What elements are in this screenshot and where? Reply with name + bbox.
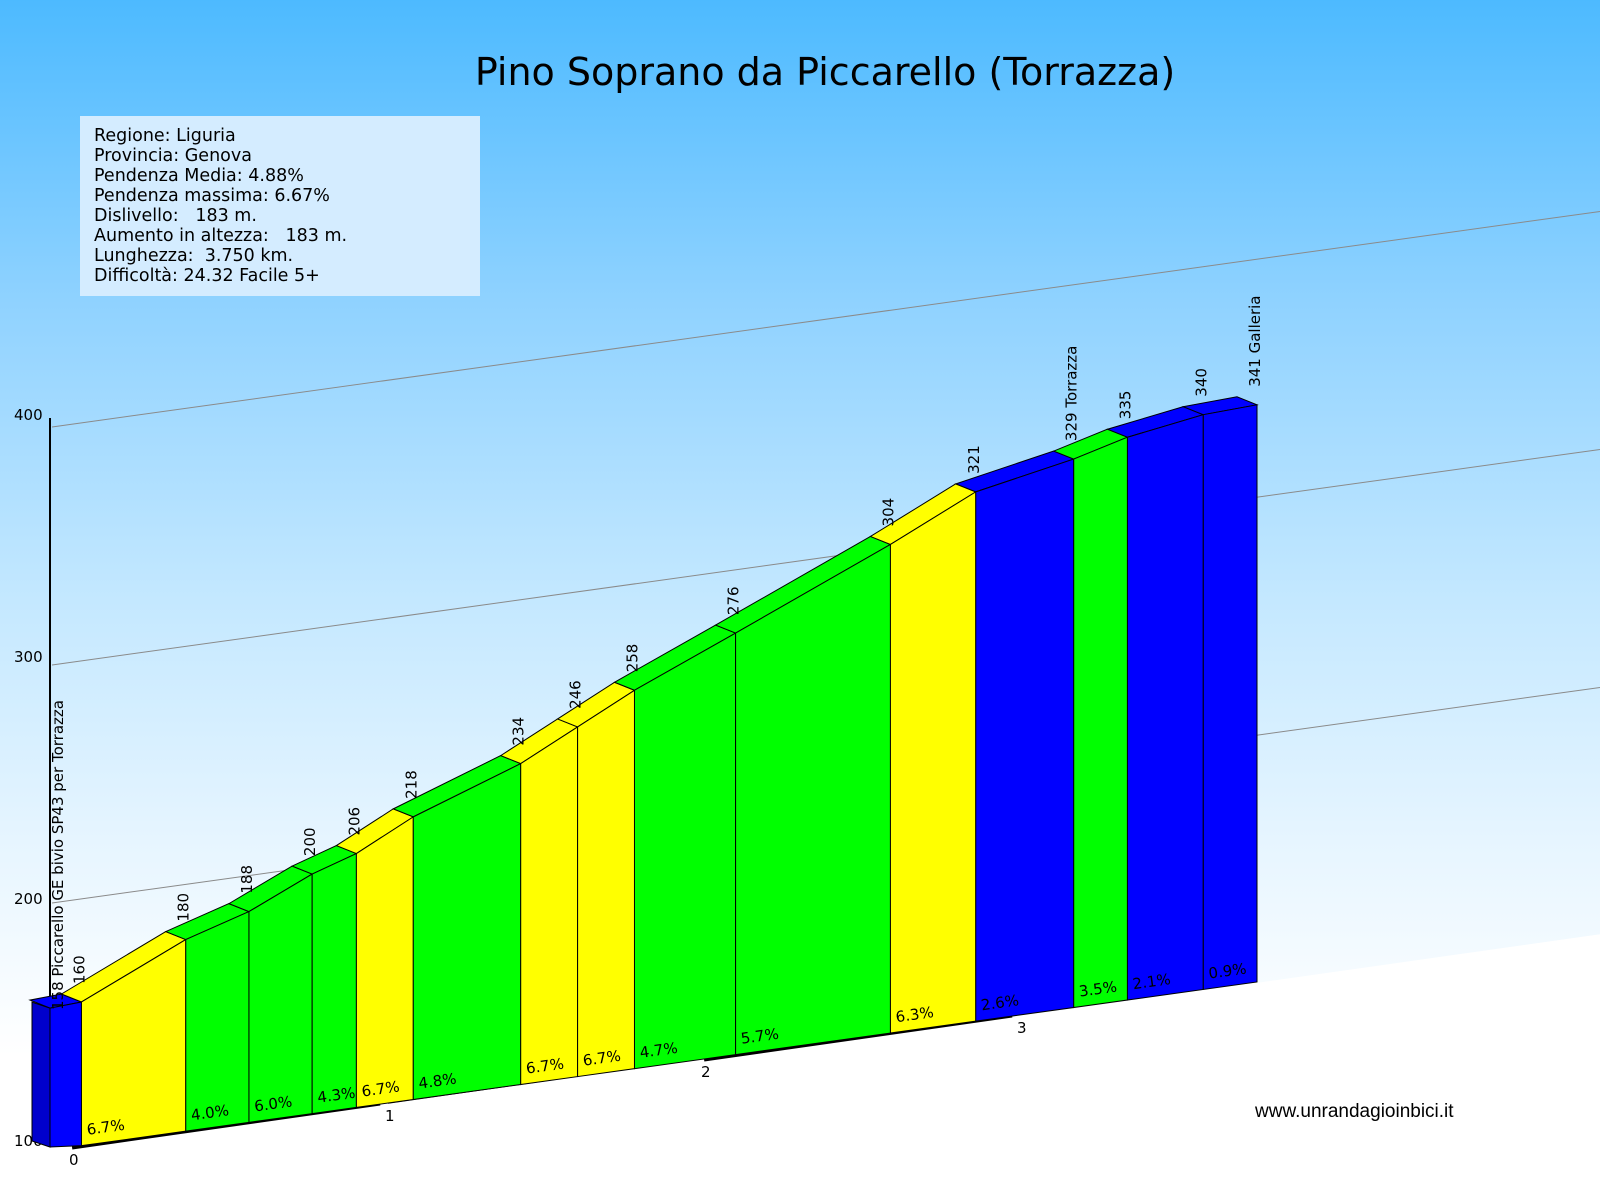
x-tick-label-1: 1: [385, 1107, 395, 1125]
elevation-label-8: 258: [623, 644, 641, 673]
info-elevation-gain: Aumento in altezza: 183 m.: [94, 226, 348, 246]
segment-front-face-6: [412, 762, 522, 1101]
elevation-label-14: 340: [1192, 368, 1210, 397]
segment-front-face-5: [355, 815, 414, 1108]
segment-front-face-15: [1202, 404, 1258, 991]
elevation-label-9: 276: [725, 586, 743, 615]
x-tick-label-3: 3: [1017, 1019, 1027, 1037]
segment-front-face-10: [735, 543, 891, 1056]
elevation-label-4: 206: [345, 807, 363, 836]
info-average-grade: Pendenza Media: 4.88%: [94, 166, 304, 186]
info-elevation-difference: Dislivello: 183 m.: [94, 206, 257, 226]
elevation-label-0: 160: [70, 955, 88, 984]
y-tick-label-200: 200: [14, 890, 43, 908]
elevation-label-10: 304: [879, 498, 897, 527]
climb-info-box: Regione: Liguria Provincia: Genova Pende…: [80, 116, 480, 296]
grade-label-8: 6.7%: [582, 1047, 622, 1070]
grade-label-13: 3.5%: [1078, 978, 1118, 1001]
segment-front-face-14: [1126, 414, 1204, 1001]
grade-label-14: 2.1%: [1132, 970, 1172, 993]
elevation-label-15: 341 Galleria: [1246, 295, 1264, 386]
grade-label-6: 4.8%: [417, 1070, 457, 1093]
start-side-face: [31, 1001, 51, 1148]
segment-front-face-13: [1073, 436, 1128, 1009]
grade-label-12: 2.6%: [980, 991, 1020, 1014]
segment-front-face-1: [80, 938, 187, 1147]
grade-label-11: 6.3%: [895, 1003, 935, 1026]
chart-title: Pino Soprano da Piccarello (Torrazza): [474, 50, 1176, 94]
grade-label-1: 6.7%: [86, 1116, 126, 1139]
info-max-grade: Pendenza massima: 6.67%: [94, 186, 330, 206]
segment-front-face-2: [185, 910, 250, 1132]
ground-plane: [42, 934, 1600, 1200]
info-length: Lunghezza: 3.750 km.: [94, 246, 294, 266]
gridline-400: [51, 210, 1600, 428]
segment-front-face-11: [889, 490, 977, 1034]
elevation-label-7: 246: [567, 680, 585, 709]
segment-front-face-9: [633, 632, 737, 1070]
elevation-label-6: 234: [510, 717, 528, 746]
elevation-label-3: 200: [301, 827, 319, 856]
grade-label-5: 6.7%: [360, 1077, 400, 1100]
elevation-label-5: 218: [402, 770, 420, 799]
gridline-300: [51, 448, 1600, 666]
start-point-label: 158 Piccarello GE bivio SP43 per Torrazz…: [49, 700, 67, 1010]
elevation-label-2: 188: [238, 865, 256, 894]
info-province: Provincia: Genova: [94, 146, 252, 166]
segment-front-face-8: [577, 689, 635, 1078]
x-tick-label-0: 0: [69, 1151, 79, 1169]
website-credit: www.unrandagioinbici.it: [1255, 1101, 1454, 1122]
grade-label-10: 5.7%: [740, 1025, 780, 1048]
grade-label-2: 4.0%: [190, 1101, 230, 1124]
grade-label-7: 6.7%: [525, 1055, 565, 1078]
grade-label-4: 4.3%: [316, 1084, 356, 1107]
grade-label-15: 0.9%: [1207, 960, 1247, 983]
segment-front-face-4: [311, 852, 357, 1115]
x-tick-label-2: 2: [701, 1063, 711, 1081]
segment-front-face-3: [248, 873, 313, 1123]
grade-label-9: 4.7%: [639, 1039, 679, 1062]
grade-label-3: 6.0%: [253, 1092, 293, 1115]
segment-front-face-12: [975, 458, 1075, 1022]
info-region: Regione: Liguria: [94, 126, 236, 146]
elevation-label-13: 335: [1116, 391, 1134, 420]
elevation-label-12: 329 Torrazza: [1063, 346, 1081, 441]
info-difficulty: Difficoltà: 24.32 Facile 5+: [94, 266, 320, 286]
elevation-label-11: 321: [965, 445, 983, 474]
elevation-label-1: 180: [175, 893, 193, 922]
segment-front-face-0: [49, 1001, 82, 1148]
y-tick-label-400: 400: [14, 406, 43, 424]
segment-front-face-7: [520, 726, 579, 1086]
y-tick-label-300: 300: [14, 648, 43, 666]
